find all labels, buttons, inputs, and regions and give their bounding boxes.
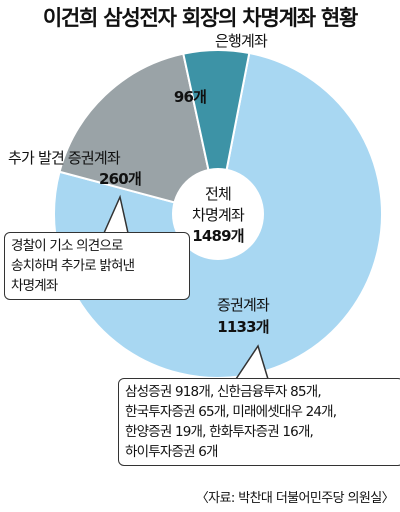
annotation-breakdown: 삼성증권 918개, 신한금융투자 85개, 한국투자증권 65개, 미래에셋대…	[118, 378, 400, 466]
center-label: 전체 차명계좌 1489개	[178, 184, 258, 247]
slice-bank	[182, 49, 251, 215]
callout-pointer-breakdown	[235, 344, 269, 380]
slice-extra-securities	[58, 52, 220, 216]
center-label-line1: 전체	[204, 185, 232, 203]
center-total-value: 1489개	[192, 227, 244, 245]
source-note: 〈자료: 박찬대 더불어민주당 의원실〉	[195, 491, 395, 506]
slice-label-bank-value: 96개	[173, 88, 207, 106]
annotation-line: 한양증권 19개, 한화투자증권 16개,	[125, 424, 314, 440]
annotation-line: 하이투자증권 6개	[125, 444, 218, 460]
annotation-line: 차명계좌	[11, 278, 58, 294]
donut-hole	[172, 168, 264, 260]
annotation-line: 송치하며 추가로 밝혀낸	[11, 258, 135, 274]
annotation-line: 한국투자증권 65개, 미래에셋대우 24개,	[125, 404, 337, 420]
annotation-prosecution: 경찰이 기소 의견으로 송치하며 추가로 밝혀낸 차명계좌	[4, 232, 190, 300]
slice-label-extra-value: 260개	[99, 170, 142, 188]
annotation-line: 경찰이 기소 의견으로	[11, 238, 123, 254]
annotation-line: 삼성증권 918개, 신한금융투자 85개,	[125, 384, 322, 400]
slice-label-bank-name: 은행계좌	[215, 32, 268, 50]
chart-title: 이건희 삼성전자 회장의 차명계좌 현황	[42, 6, 359, 30]
center-label-line2: 차명계좌	[191, 206, 245, 224]
slice-label-securities-name: 증권계좌	[216, 296, 270, 314]
slice-label-securities-value: 1133개	[217, 318, 269, 336]
slice-label-extra-name: 추가 발견 증권계좌	[8, 149, 121, 167]
callout-pointer-prosecution	[103, 194, 129, 234]
